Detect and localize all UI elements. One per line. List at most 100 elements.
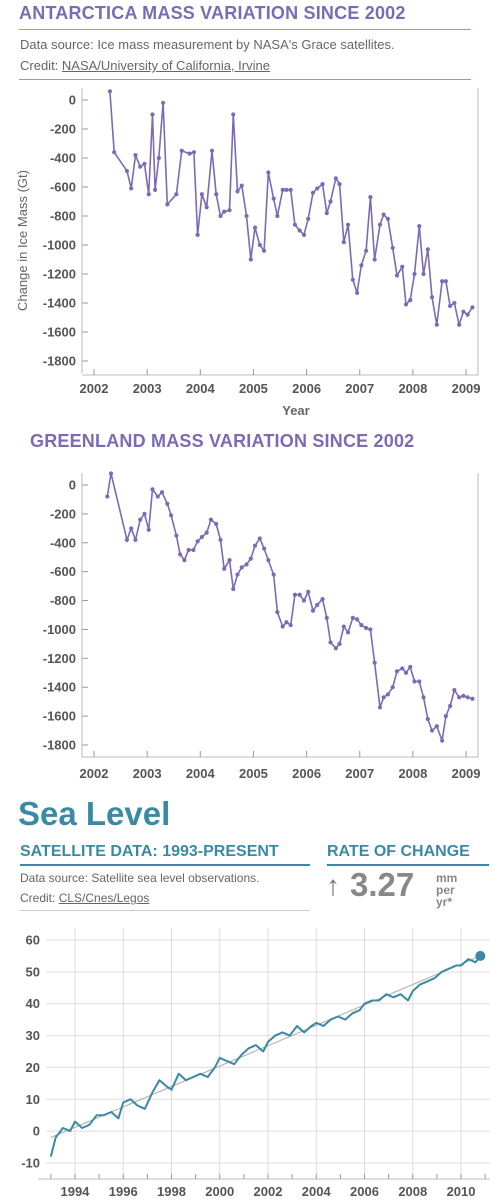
x-tick-label: 1996 <box>109 1184 138 1199</box>
antarctica-credit-prefix: Credit: <box>20 58 62 73</box>
y-tick-label: 10 <box>26 1092 40 1107</box>
rate-unit-mm: mm <box>436 871 458 885</box>
data-point <box>275 213 280 219</box>
data-point <box>461 309 466 314</box>
data-point <box>280 187 285 192</box>
antarctica-source-text: Data source: Ice mass measurement by NAS… <box>20 37 395 52</box>
x-tick-label: 2006 <box>292 381 321 396</box>
data-point <box>434 322 439 327</box>
y-tick-label: -1000 <box>43 238 76 253</box>
latest-value-marker <box>475 950 486 961</box>
y-tick-label: 0 <box>33 1124 40 1139</box>
data-point <box>218 537 223 542</box>
x-tick-label: 2006 <box>350 1184 379 1199</box>
data-point <box>231 112 236 117</box>
data-point <box>448 303 453 308</box>
data-point <box>368 195 373 200</box>
data-point <box>186 547 191 553</box>
data-point <box>310 608 316 613</box>
data-point <box>320 182 325 187</box>
sea-level-credit: Credit: CLS/Cnes/Legos <box>20 891 149 905</box>
data-point <box>354 290 360 295</box>
data-point <box>417 224 422 229</box>
data-point <box>156 155 161 161</box>
data-point <box>208 517 214 522</box>
data-point <box>421 271 426 277</box>
y-tick-label: 0 <box>69 478 76 493</box>
data-point <box>248 257 253 262</box>
data-point <box>165 202 170 207</box>
data-point <box>160 100 166 105</box>
sea-level-credit-prefix: Credit: <box>20 891 59 905</box>
data-point <box>187 151 192 156</box>
data-point <box>222 209 227 214</box>
data-point <box>231 586 236 592</box>
data-point <box>354 617 360 622</box>
data-point <box>150 487 155 492</box>
sea-level-credit-link[interactable]: CLS/Cnes/Legos <box>58 891 150 905</box>
series-line <box>106 472 473 742</box>
data-point <box>105 494 110 499</box>
data-point <box>461 693 466 698</box>
y-tick-label: -200 <box>50 506 76 521</box>
data-point <box>235 189 240 194</box>
y-tick-label: -10 <box>21 1156 40 1171</box>
data-point <box>280 624 285 629</box>
data-point <box>350 277 355 282</box>
x-tick-label: 2002 <box>80 381 109 396</box>
data-point <box>133 537 138 542</box>
data-point <box>465 312 470 317</box>
data-point <box>257 536 262 541</box>
data-point <box>227 558 232 563</box>
x-tick-label: 2005 <box>239 766 268 781</box>
data-point <box>408 664 413 670</box>
antarctica-title: ANTARCTICA MASS VARIATION SINCE 2002 <box>19 3 406 23</box>
antarctica-chart: 0 -200 -400 -600 -800 -1000 -1200 -1400 -1600 -18… <box>15 88 481 418</box>
antarctica-credit-link[interactable]: NASA/University of California, Irvine <box>61 58 270 73</box>
antarctica-title-rule <box>19 29 471 30</box>
data-point <box>244 213 249 219</box>
data-point <box>440 738 445 743</box>
data-point <box>301 232 307 237</box>
data-point <box>218 213 223 219</box>
data-point <box>112 150 117 155</box>
data-point <box>174 192 179 197</box>
data-point <box>288 187 293 192</box>
data-point <box>222 566 227 571</box>
data-point <box>195 539 200 544</box>
x-tick-label: 2008 <box>398 381 427 396</box>
data-point <box>297 592 302 597</box>
x-tick-label: 2004 <box>186 381 216 396</box>
x-tick-label: 2009 <box>452 766 481 781</box>
data-point <box>146 192 151 197</box>
greenland-chart: 0 -200 -400 -600 -800 -1000 -1200 -1400 -1600 -18… <box>43 471 481 781</box>
y-axis-label: Change in Ice Mass (Gt) <box>15 170 30 311</box>
y-tick-label: -1400 <box>43 680 76 695</box>
x-tick-label: 2003 <box>133 766 162 781</box>
data-point <box>297 228 302 233</box>
sea-level-credit-rule <box>20 910 310 911</box>
sea-level-source-text: Data source: Satellite sea level observa… <box>20 871 260 885</box>
data-point <box>457 695 462 700</box>
data-point <box>412 679 417 684</box>
data-point <box>337 641 342 646</box>
x-tick-label: 2008 <box>398 766 427 781</box>
y-tick-label: -400 <box>50 535 76 550</box>
data-point <box>271 572 276 577</box>
data-point <box>266 170 271 175</box>
x-tick-label: 2003 <box>133 381 162 396</box>
rate-value: 3.27 <box>350 866 415 903</box>
data-point <box>159 490 165 495</box>
y-tick-label: -600 <box>50 564 76 579</box>
sea-level-subtitle-rule <box>20 864 310 866</box>
x-tick-label: 2002 <box>80 766 109 781</box>
y-tick-label: 30 <box>26 1028 40 1043</box>
data-point <box>199 534 204 540</box>
x-tick-label: 2008 <box>398 1184 427 1199</box>
y-tick-label: 20 <box>26 1060 40 1075</box>
data-point <box>239 565 244 570</box>
data-point <box>227 208 232 213</box>
data-point <box>350 615 355 620</box>
